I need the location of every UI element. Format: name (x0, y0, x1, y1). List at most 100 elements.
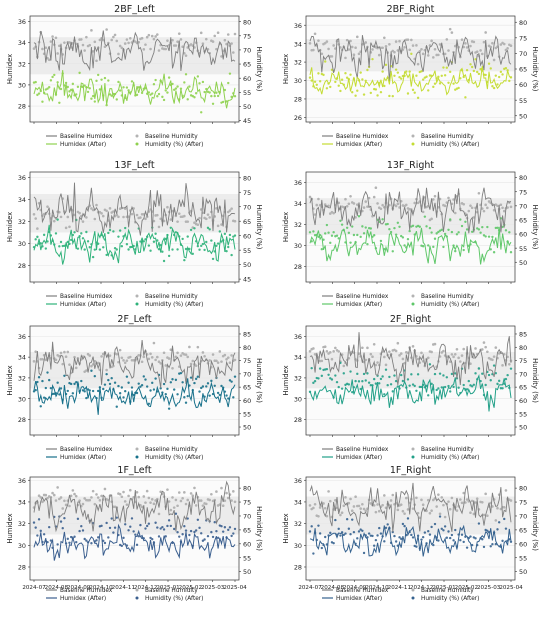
after-humidity-point (154, 232, 157, 235)
after-humidity-point (61, 527, 64, 530)
baseline-humidity-point (66, 215, 70, 219)
after-humidity-point (161, 525, 164, 529)
baseline-humidity-point (164, 47, 168, 51)
baseline-humidity-point (350, 509, 354, 512)
after-humidity-point (489, 67, 492, 70)
baseline-humidity-point (484, 492, 487, 496)
legend: Baseline Humidex Baseline Humidity Humidex… (46, 294, 203, 308)
baseline-humidity-point (472, 512, 476, 516)
after-humidity-point (384, 63, 388, 67)
baseline-humidity-point (491, 505, 494, 508)
y2-tick-label: 85 (519, 331, 527, 339)
after-humidity-point (108, 228, 112, 232)
baseline-humidity-point (117, 215, 120, 219)
after-humidity-point (63, 516, 66, 520)
after-humidity-point (96, 536, 100, 539)
after-humidity-point (184, 529, 188, 532)
baseline-humidity-point (68, 504, 71, 508)
after-humidity-point (349, 370, 352, 373)
baseline-humidity-point (59, 496, 63, 499)
legend-label: Baseline Humidex (336, 134, 389, 140)
after-humidity-point (457, 231, 460, 234)
after-humidity-point (491, 235, 494, 239)
baseline-humidity-point (374, 186, 378, 190)
baseline-humidity-point (164, 364, 168, 367)
baseline-humidity-point (140, 505, 144, 509)
baseline-humidity-point (34, 217, 37, 220)
baseline-humidity-point (118, 492, 122, 496)
x-tick-label: 2024-08 (321, 585, 345, 591)
series-layer (32, 28, 237, 114)
baseline-humidity-point (63, 499, 66, 503)
after-humidity-point (117, 80, 120, 84)
baseline-humidity-point (332, 350, 335, 353)
baseline-humidity-point (128, 37, 132, 40)
after-humidity-point (220, 384, 223, 388)
after-humidity-point (454, 249, 457, 253)
baseline-humidity-point (201, 351, 205, 354)
after-humidity-point (450, 372, 454, 376)
legend-swatch-dot (411, 447, 415, 451)
after-humidity-point (501, 539, 504, 543)
after-humidity-point (337, 527, 340, 531)
after-humidity-point (144, 378, 147, 381)
after-humidity-point (369, 91, 373, 95)
baseline-humidity-point (325, 349, 329, 353)
after-humidity-point (474, 372, 477, 375)
after-humidity-point (342, 533, 345, 537)
after-humidity-point (210, 530, 213, 534)
after-humidity-point (396, 385, 400, 388)
after-humidity-point (71, 82, 75, 86)
baseline-humidity-point (144, 217, 147, 221)
baseline-humidity-point (416, 62, 420, 66)
baseline-humidity-point (230, 207, 233, 210)
after-humidity-point (386, 222, 389, 226)
baseline-humidity-point (437, 493, 440, 496)
after-humidity-point (423, 215, 427, 218)
y2-tick-label: 60 (243, 540, 251, 548)
baseline-humidity-point (218, 350, 222, 353)
after-humidity-point (362, 372, 366, 376)
legend-swatch-dot (411, 302, 415, 306)
baseline-humidity-point (169, 508, 173, 512)
after-humidity-point (48, 378, 51, 382)
after-humidity-point (411, 88, 415, 92)
after-humidity-point (69, 382, 73, 386)
after-humidity-point (152, 388, 156, 391)
baseline-humidity-point (391, 493, 395, 497)
baseline-humidity-point (477, 191, 481, 195)
after-humidity-point (172, 527, 176, 531)
baseline-humidity-point (211, 353, 215, 356)
legend-swatch-dot (411, 294, 415, 298)
baseline-humidity-point (58, 44, 61, 48)
legend-label: Baseline Humidity (145, 294, 198, 300)
after-humidity-point (443, 74, 447, 77)
baseline-humidity-point (312, 347, 315, 350)
after-humidity-point (203, 90, 206, 94)
after-humidity-point (372, 544, 376, 547)
baseline-humidity-point (482, 341, 486, 344)
plot-frame (29, 15, 240, 123)
after-humidity-point (156, 526, 159, 529)
legend-label: Baseline Humidex (336, 447, 389, 453)
after-humidity-point (398, 75, 401, 79)
after-humidity-point (416, 534, 420, 537)
after-humidity-point (66, 85, 69, 89)
after-humidity-point (110, 94, 113, 97)
baseline-humidity-point (93, 40, 97, 44)
baseline-humidity-point (354, 216, 357, 219)
baseline-humidity-point (120, 495, 124, 499)
after-humidity-point (388, 228, 391, 231)
baseline-humidity-point (376, 361, 379, 364)
baseline-humidity-point (90, 496, 93, 499)
baseline-humidity-point (125, 359, 129, 362)
after-humidity-point (171, 378, 174, 381)
y-tick-label: 30 (294, 242, 302, 250)
baseline-humidity-point (435, 505, 438, 508)
baseline-humidity-point (183, 491, 186, 494)
after-humidity-point (90, 97, 93, 100)
after-humidity-point (59, 240, 63, 244)
baseline-humidity-point (88, 354, 92, 357)
after-humidity-point (75, 381, 78, 384)
baseline-humidity-point (223, 38, 227, 42)
